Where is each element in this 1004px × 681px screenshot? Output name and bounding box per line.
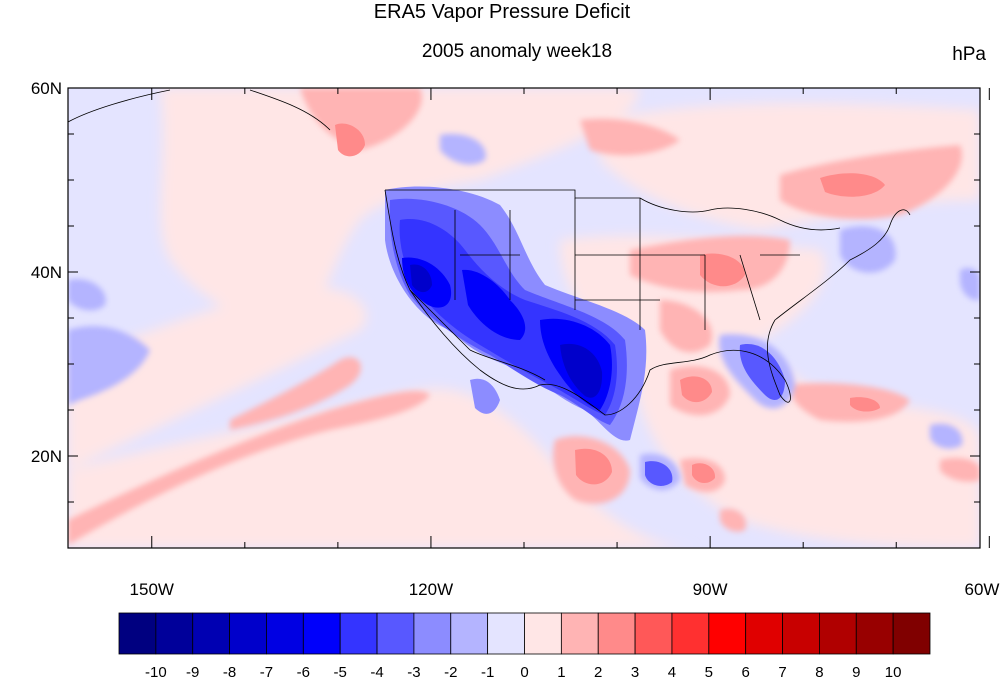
colorbar-swatch	[745, 612, 783, 655]
colorbar-label: -4	[370, 664, 383, 681]
colorbar-label: 4	[668, 664, 676, 681]
colorbar-label: -5	[334, 664, 347, 681]
colorbar-label: 6	[742, 664, 750, 681]
colorbar-label: 0	[520, 664, 528, 681]
lon-label-60W: 60W	[965, 580, 1000, 599]
colorbar-label: 2	[594, 664, 602, 681]
colorbar-swatch	[339, 612, 378, 655]
colorbar-label: -1	[481, 664, 494, 681]
colorbar-swatch	[560, 612, 599, 655]
colorbar-swatch	[266, 612, 304, 655]
colorbar-swatch	[413, 612, 452, 655]
colorbar-swatch	[450, 612, 489, 655]
colorbar-label: 3	[631, 664, 639, 681]
colorbar-swatch	[524, 612, 562, 655]
colorbar-swatch	[634, 612, 673, 655]
units-label: hPa	[952, 44, 986, 65]
colorbar-swatch	[376, 612, 415, 655]
colorbar-label: -3	[407, 664, 420, 681]
anomaly-field	[68, 88, 980, 548]
colorbar-swatch	[708, 612, 747, 655]
lon-label-150W: 150W	[130, 580, 174, 599]
lat-label-40N: 40N	[31, 263, 62, 282]
colorbar-swatch	[597, 612, 636, 655]
anomaly-negative-7	[410, 264, 603, 398]
colorbar-swatch	[192, 612, 230, 655]
colorbar-swatch	[855, 612, 894, 655]
lat-label-20N: 20N	[31, 447, 62, 466]
colorbar-swatch	[118, 612, 157, 655]
colorbar-swatch	[671, 612, 710, 655]
colorbar-label: 9	[852, 664, 860, 681]
country-borders	[68, 89, 911, 416]
colorbar-label: -8	[223, 664, 236, 681]
colorbar-label: 1	[557, 664, 565, 681]
colorbar-label: -9	[186, 664, 199, 681]
colorbar-swatch	[155, 612, 194, 655]
colorbar-swatch	[892, 612, 931, 655]
longitude-labels: 150W 120W 90W 60W	[130, 580, 1000, 599]
map-subtitle: 2005 anomaly week18	[421, 41, 613, 62]
latitude-labels: 60N 40N 20N	[31, 79, 62, 466]
lat-label-60N: 60N	[31, 79, 62, 98]
axis-ticks	[68, 87, 990, 549]
colorbar-label: -10	[145, 664, 167, 681]
colorbar-swatch	[487, 612, 525, 655]
colorbar-swatch	[819, 612, 857, 655]
lon-label-120W: 120W	[409, 580, 453, 599]
colorbar-label: 5	[705, 664, 713, 681]
colorbar-label: 8	[815, 664, 823, 681]
colorbar-swatch	[229, 612, 267, 655]
anomaly-positive-3	[335, 123, 885, 485]
colorbar-label: -6	[297, 664, 310, 681]
colorbar-swatch	[302, 612, 341, 655]
map-title: ERA5 Vapor Pressure Deficit	[373, 1, 631, 23]
colorbar-swatch	[782, 612, 820, 655]
colorbar-label: -7	[260, 664, 273, 681]
lon-label-90W: 90W	[693, 580, 728, 599]
colorbar-label: 7	[778, 664, 786, 681]
colorbar: -10 -9 -8 -7 -6 -5 -4 -3 -2 -1 0 1 2 3 4 5 6 7 8 9 10	[118, 612, 931, 681]
colorbar-label: -2	[444, 664, 457, 681]
colorbar-label: 10	[885, 664, 902, 681]
